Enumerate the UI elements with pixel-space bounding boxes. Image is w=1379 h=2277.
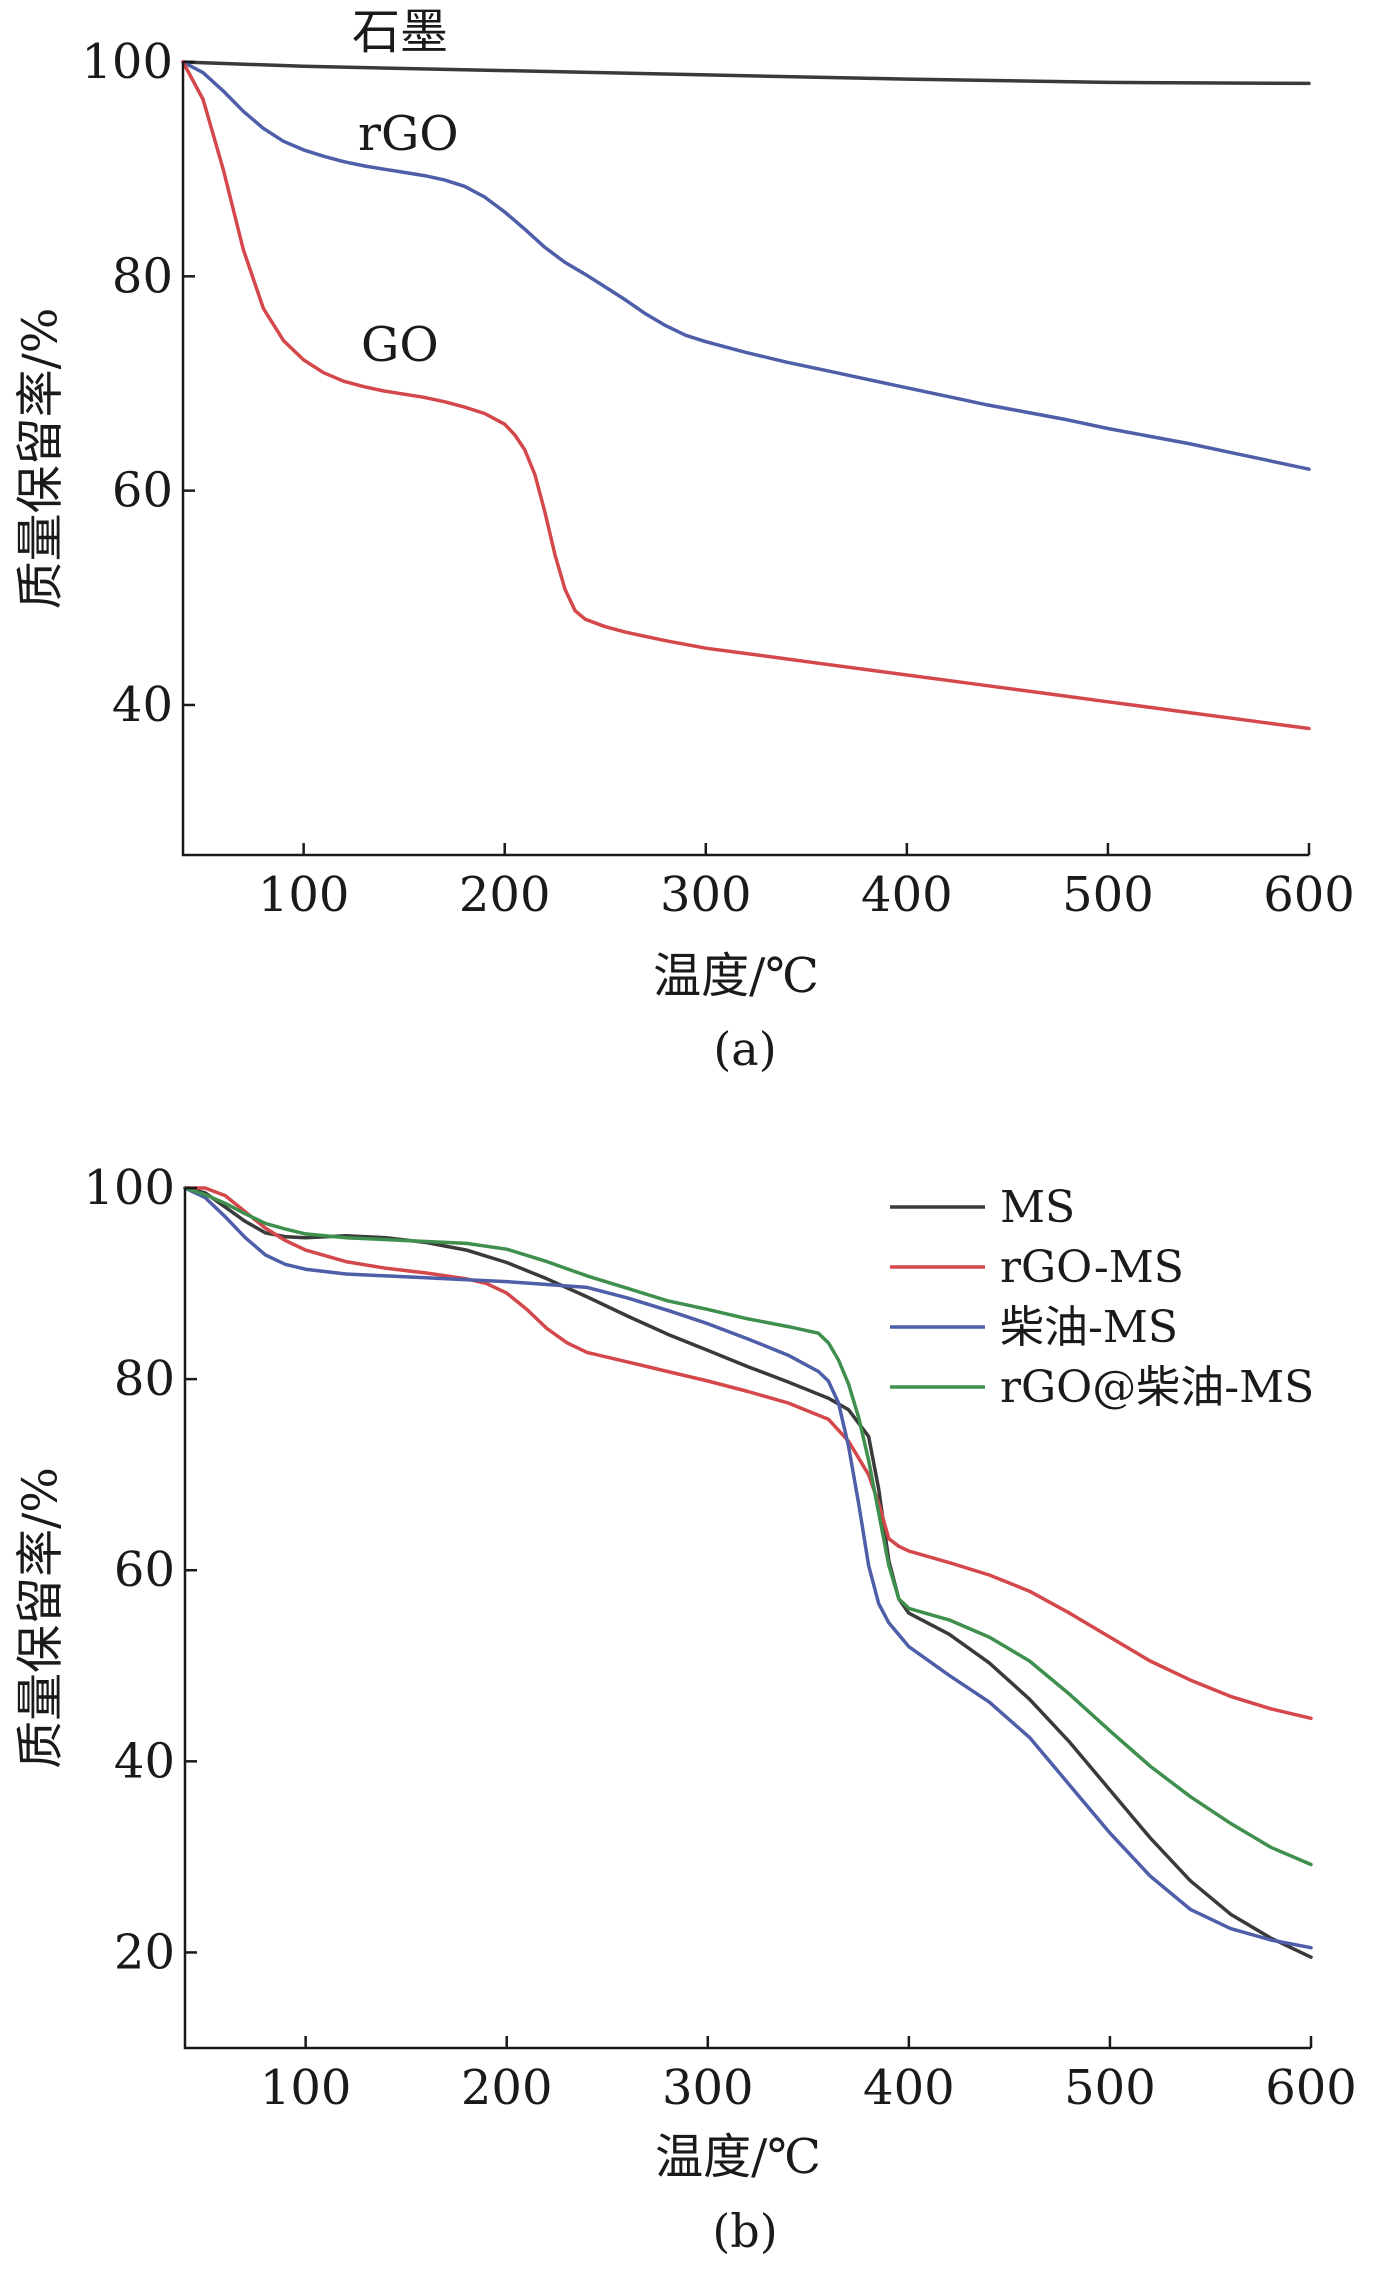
series-line-3 bbox=[181, 60, 1311, 731]
series-line-1 bbox=[183, 1186, 1313, 1959]
series-label: 石墨 bbox=[352, 4, 448, 60]
x-tick-label: 200 bbox=[459, 867, 551, 923]
legend-entry-label: rGO@柴油-MS bbox=[1000, 1362, 1314, 1413]
y-tick-label: 100 bbox=[81, 34, 173, 90]
x-tick-label: 100 bbox=[258, 867, 350, 923]
panel-label: (b) bbox=[712, 2204, 777, 2258]
x-tick-label: 300 bbox=[660, 867, 752, 923]
x-axis-title: 温度/℃ bbox=[653, 948, 819, 1004]
chart-panel-b: 100 200 300 400 500 600 20 40 60 80 100 温度/℃ 质量保留率/%… bbox=[13, 1160, 1357, 2258]
x-tick-label: 400 bbox=[861, 867, 953, 923]
series-line-4 bbox=[183, 1186, 1313, 1867]
y-tick-label: 100 bbox=[83, 1160, 175, 1216]
panel-label: (a) bbox=[713, 1022, 776, 1076]
y-tick-label: 80 bbox=[114, 1351, 175, 1407]
series-line-3 bbox=[183, 1186, 1313, 1950]
y-tick-label: 80 bbox=[112, 248, 173, 304]
y-tick-label: 20 bbox=[114, 1924, 175, 1980]
legend-entry-label: MS bbox=[1000, 1182, 1075, 1233]
y-tick-label: 60 bbox=[112, 463, 173, 519]
y-axis-title: 质量保留率/% bbox=[13, 308, 69, 610]
legend-entry-label: rGO-MS bbox=[1000, 1242, 1184, 1293]
x-tick-label: 500 bbox=[1064, 2060, 1156, 2116]
legend: MS rGO-MS 柴油-MS rGO@柴油-MS bbox=[890, 1182, 1314, 1413]
x-tick-label: 600 bbox=[1265, 2060, 1357, 2116]
chart-panel-a: 100 200 300 400 500 600 40 60 80 100 温度/℃ 质量保留率/% (a… bbox=[13, 4, 1355, 1076]
x-tick-label: 500 bbox=[1062, 867, 1154, 923]
series-label: GO bbox=[361, 317, 439, 373]
x-tick-label: 300 bbox=[662, 2060, 754, 2116]
x-axis-title: 温度/℃ bbox=[655, 2129, 821, 2185]
y-tick-label: 40 bbox=[112, 677, 173, 733]
series-label: rGO bbox=[358, 106, 459, 162]
x-tick-label: 100 bbox=[260, 2060, 352, 2116]
legend-entry-label: 柴油-MS bbox=[1000, 1302, 1178, 1353]
y-axis-title: 质量保留率/% bbox=[13, 1467, 69, 1769]
axes-frame bbox=[181, 62, 1309, 857]
y-tick-label: 40 bbox=[114, 1733, 175, 1789]
axes-frame bbox=[183, 1188, 1311, 2050]
x-tick-label: 200 bbox=[461, 2060, 553, 2116]
x-tick-label: 600 bbox=[1263, 867, 1355, 923]
series-line-2 bbox=[181, 60, 1311, 471]
series-line-1 bbox=[181, 60, 1311, 86]
x-tick-label: 400 bbox=[863, 2060, 955, 2116]
y-tick-label: 60 bbox=[114, 1542, 175, 1598]
series-line-2 bbox=[183, 1186, 1313, 1721]
